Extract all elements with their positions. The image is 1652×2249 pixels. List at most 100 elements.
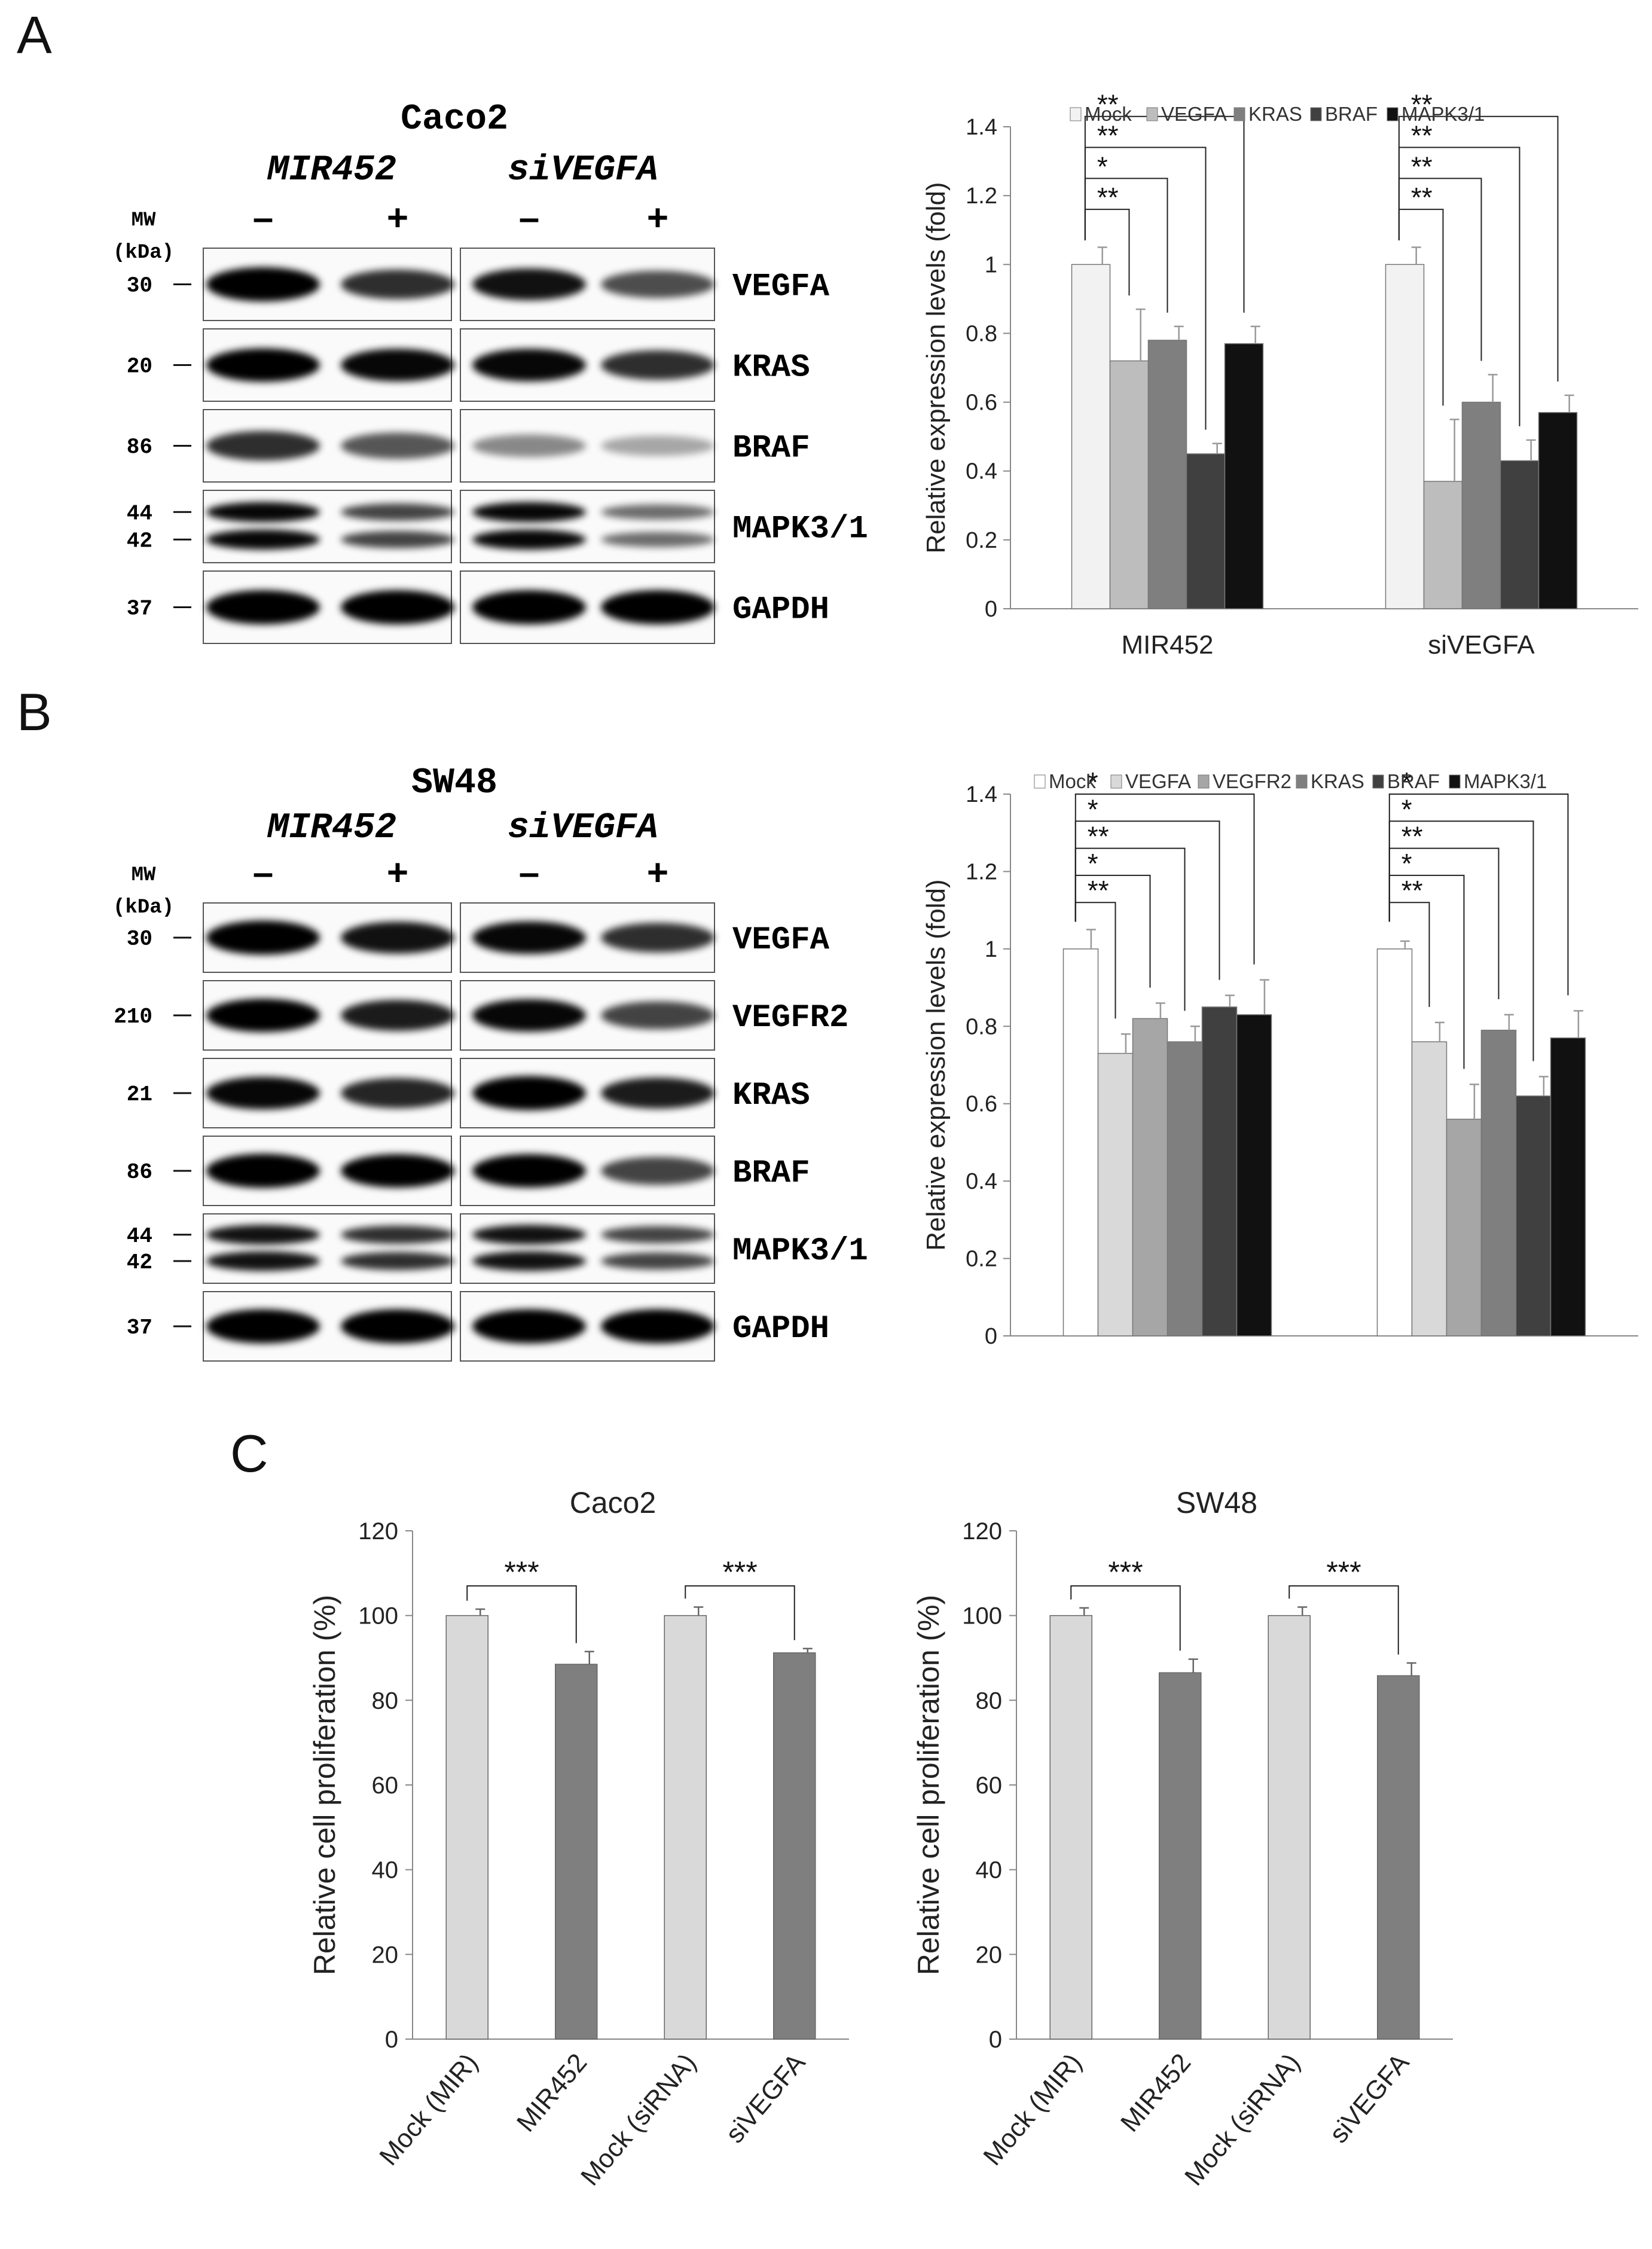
blot-band [601, 923, 714, 953]
molecular-weight-label: 37 [127, 597, 152, 621]
molecular-weight-label: 42 [127, 1250, 152, 1275]
molecular-weight-label: 44 [127, 501, 152, 526]
y-tick-label: 0 [985, 1324, 997, 1345]
significance-label: ** [1088, 821, 1109, 852]
mw-unit-label: (kDa) [113, 896, 174, 919]
molecular-weight-label: 30 [127, 927, 152, 951]
significance-bracket [1388, 794, 1569, 996]
blot-strip [460, 490, 715, 563]
legend-label: MAPK3/1 [1401, 103, 1485, 125]
y-tick-label: 0.6 [966, 390, 997, 416]
molecular-weight-label: 210 [114, 1005, 152, 1029]
blot-band [601, 1156, 714, 1185]
blot-group-label: MIR452 [267, 150, 396, 191]
blot-band [601, 270, 714, 298]
mw-label: MW [132, 209, 156, 232]
legend-label: BRAF [1325, 103, 1378, 125]
blot-band [341, 1252, 454, 1271]
blot-band [206, 1309, 320, 1344]
legend-swatch [1296, 774, 1308, 789]
legend-label: Mock [1049, 770, 1096, 792]
y-tick-label: 120 [358, 1518, 398, 1545]
significance-bracket [1070, 1585, 1181, 1651]
legend-label: VEGFR2 [1213, 770, 1291, 792]
blot-cell-line-title: Caco2 [401, 99, 508, 140]
blot-band [601, 1252, 714, 1270]
blot-band [601, 532, 714, 548]
blot-lane-sign: + [647, 852, 668, 893]
blot-band [472, 268, 586, 301]
blot-band [341, 269, 454, 300]
bar [1376, 948, 1413, 1336]
blot-band [341, 590, 454, 625]
significance-label: ** [1097, 120, 1119, 151]
blot-band [472, 529, 586, 550]
significance-bracket [1084, 115, 1245, 313]
blot-protein-label: KRAS [732, 350, 810, 386]
bar [664, 1615, 707, 2040]
blot-band [601, 1001, 714, 1030]
mw-label: MW [132, 864, 156, 887]
blot-lane-sign: + [647, 197, 668, 239]
molecular-weight-label: 44 [127, 1224, 152, 1249]
blot-band [206, 1251, 320, 1271]
legend-label: BRAF [1387, 770, 1440, 792]
bar [1167, 1041, 1203, 1336]
legend-label: KRAS [1248, 103, 1302, 125]
significance-bracket [1074, 794, 1255, 965]
significance-label: *** [722, 1555, 757, 1589]
y-tick-label: 1 [985, 252, 997, 277]
x-category-label: Mock (siRNA) [1179, 2048, 1306, 2191]
bar [1268, 1615, 1311, 2040]
bar [445, 1615, 488, 2040]
significance-label: ** [1411, 182, 1433, 213]
blot-band [341, 1309, 454, 1344]
bar [1062, 948, 1099, 1336]
blot-band [206, 1076, 320, 1110]
bar [1385, 264, 1425, 609]
legend-swatch [1372, 774, 1384, 789]
blot-lane-sign: – [519, 197, 539, 239]
blot-protein-label: VEGFR2 [732, 1000, 848, 1036]
bar [1224, 343, 1264, 609]
bar [1109, 360, 1149, 609]
y-axis-label: Relative cell proliferation (%) [308, 1595, 341, 1975]
significance-label: ** [1088, 875, 1109, 906]
blot-band [341, 1225, 454, 1244]
bar [1500, 460, 1540, 609]
legend-swatch [1198, 774, 1210, 789]
molecular-weight-label: 42 [127, 529, 152, 553]
blot-band [472, 349, 586, 382]
blot-protein-label: BRAF [732, 431, 810, 467]
y-tick-label: 60 [976, 1772, 1003, 1799]
bar [1132, 1018, 1168, 1336]
legend-swatch [1310, 107, 1322, 121]
blot-strip [460, 1213, 715, 1284]
bar [1097, 1052, 1134, 1336]
x-category-label: Mock (MIR) [374, 2048, 484, 2171]
panel-label-c: C [230, 1424, 268, 1483]
y-tick-label: 1.4 [966, 782, 997, 807]
blot-band [601, 1226, 714, 1244]
y-tick-label: 100 [962, 1603, 1002, 1629]
y-tick-label: 60 [372, 1772, 399, 1799]
significance-label: *** [1108, 1555, 1143, 1589]
legend-label: Mock [1085, 103, 1132, 125]
bar [1201, 1006, 1238, 1336]
blot-protein-label: GAPDH [732, 1311, 829, 1347]
y-tick-label: 120 [962, 1518, 1002, 1545]
blot-band [472, 921, 586, 954]
significance-label: * [1088, 848, 1098, 879]
y-tick-label: 0.8 [966, 1014, 997, 1039]
blot-protein-label: GAPDH [732, 592, 829, 628]
bar [1186, 453, 1226, 609]
y-tick-label: 1.2 [966, 184, 997, 209]
y-axis-label: Relative expression levels (fold) [921, 879, 951, 1250]
y-axis-label: Relative expression levels (fold) [921, 182, 951, 553]
molecular-weight-label: 30 [127, 274, 152, 298]
blot-band [206, 431, 320, 461]
bar-chart-sw48-expression: 0 0.2 0.4 0.6 0.8 1 1.2 1.4 Relative expression … [921, 767, 1638, 1345]
blot-band [472, 1225, 586, 1245]
bar [1538, 412, 1578, 609]
legend-label: VEGFA [1161, 103, 1227, 125]
